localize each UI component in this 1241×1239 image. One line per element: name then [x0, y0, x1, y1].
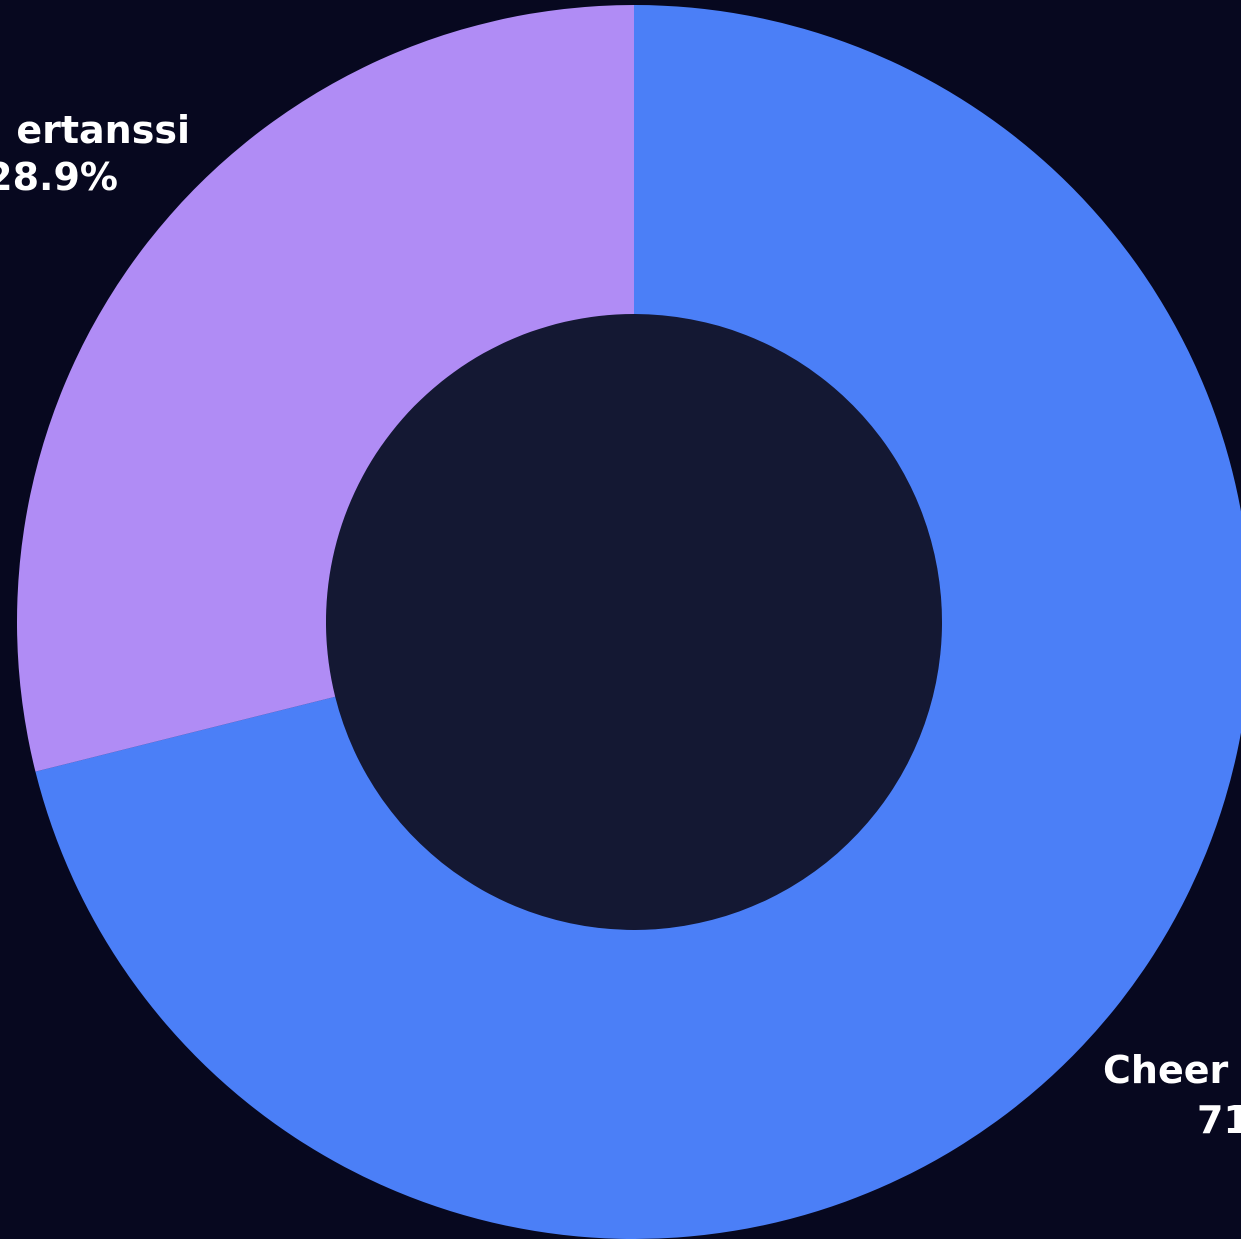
- segment-label: Cheer: [1103, 1048, 1228, 1092]
- segment-value: 28.9%: [0, 155, 118, 199]
- donut-segment: [16, 5, 634, 772]
- segment-label: ertanssi: [16, 108, 190, 152]
- center-photo: [326, 314, 942, 930]
- segment-value: 71: [1197, 1098, 1241, 1142]
- donut-segment: [35, 5, 1241, 1239]
